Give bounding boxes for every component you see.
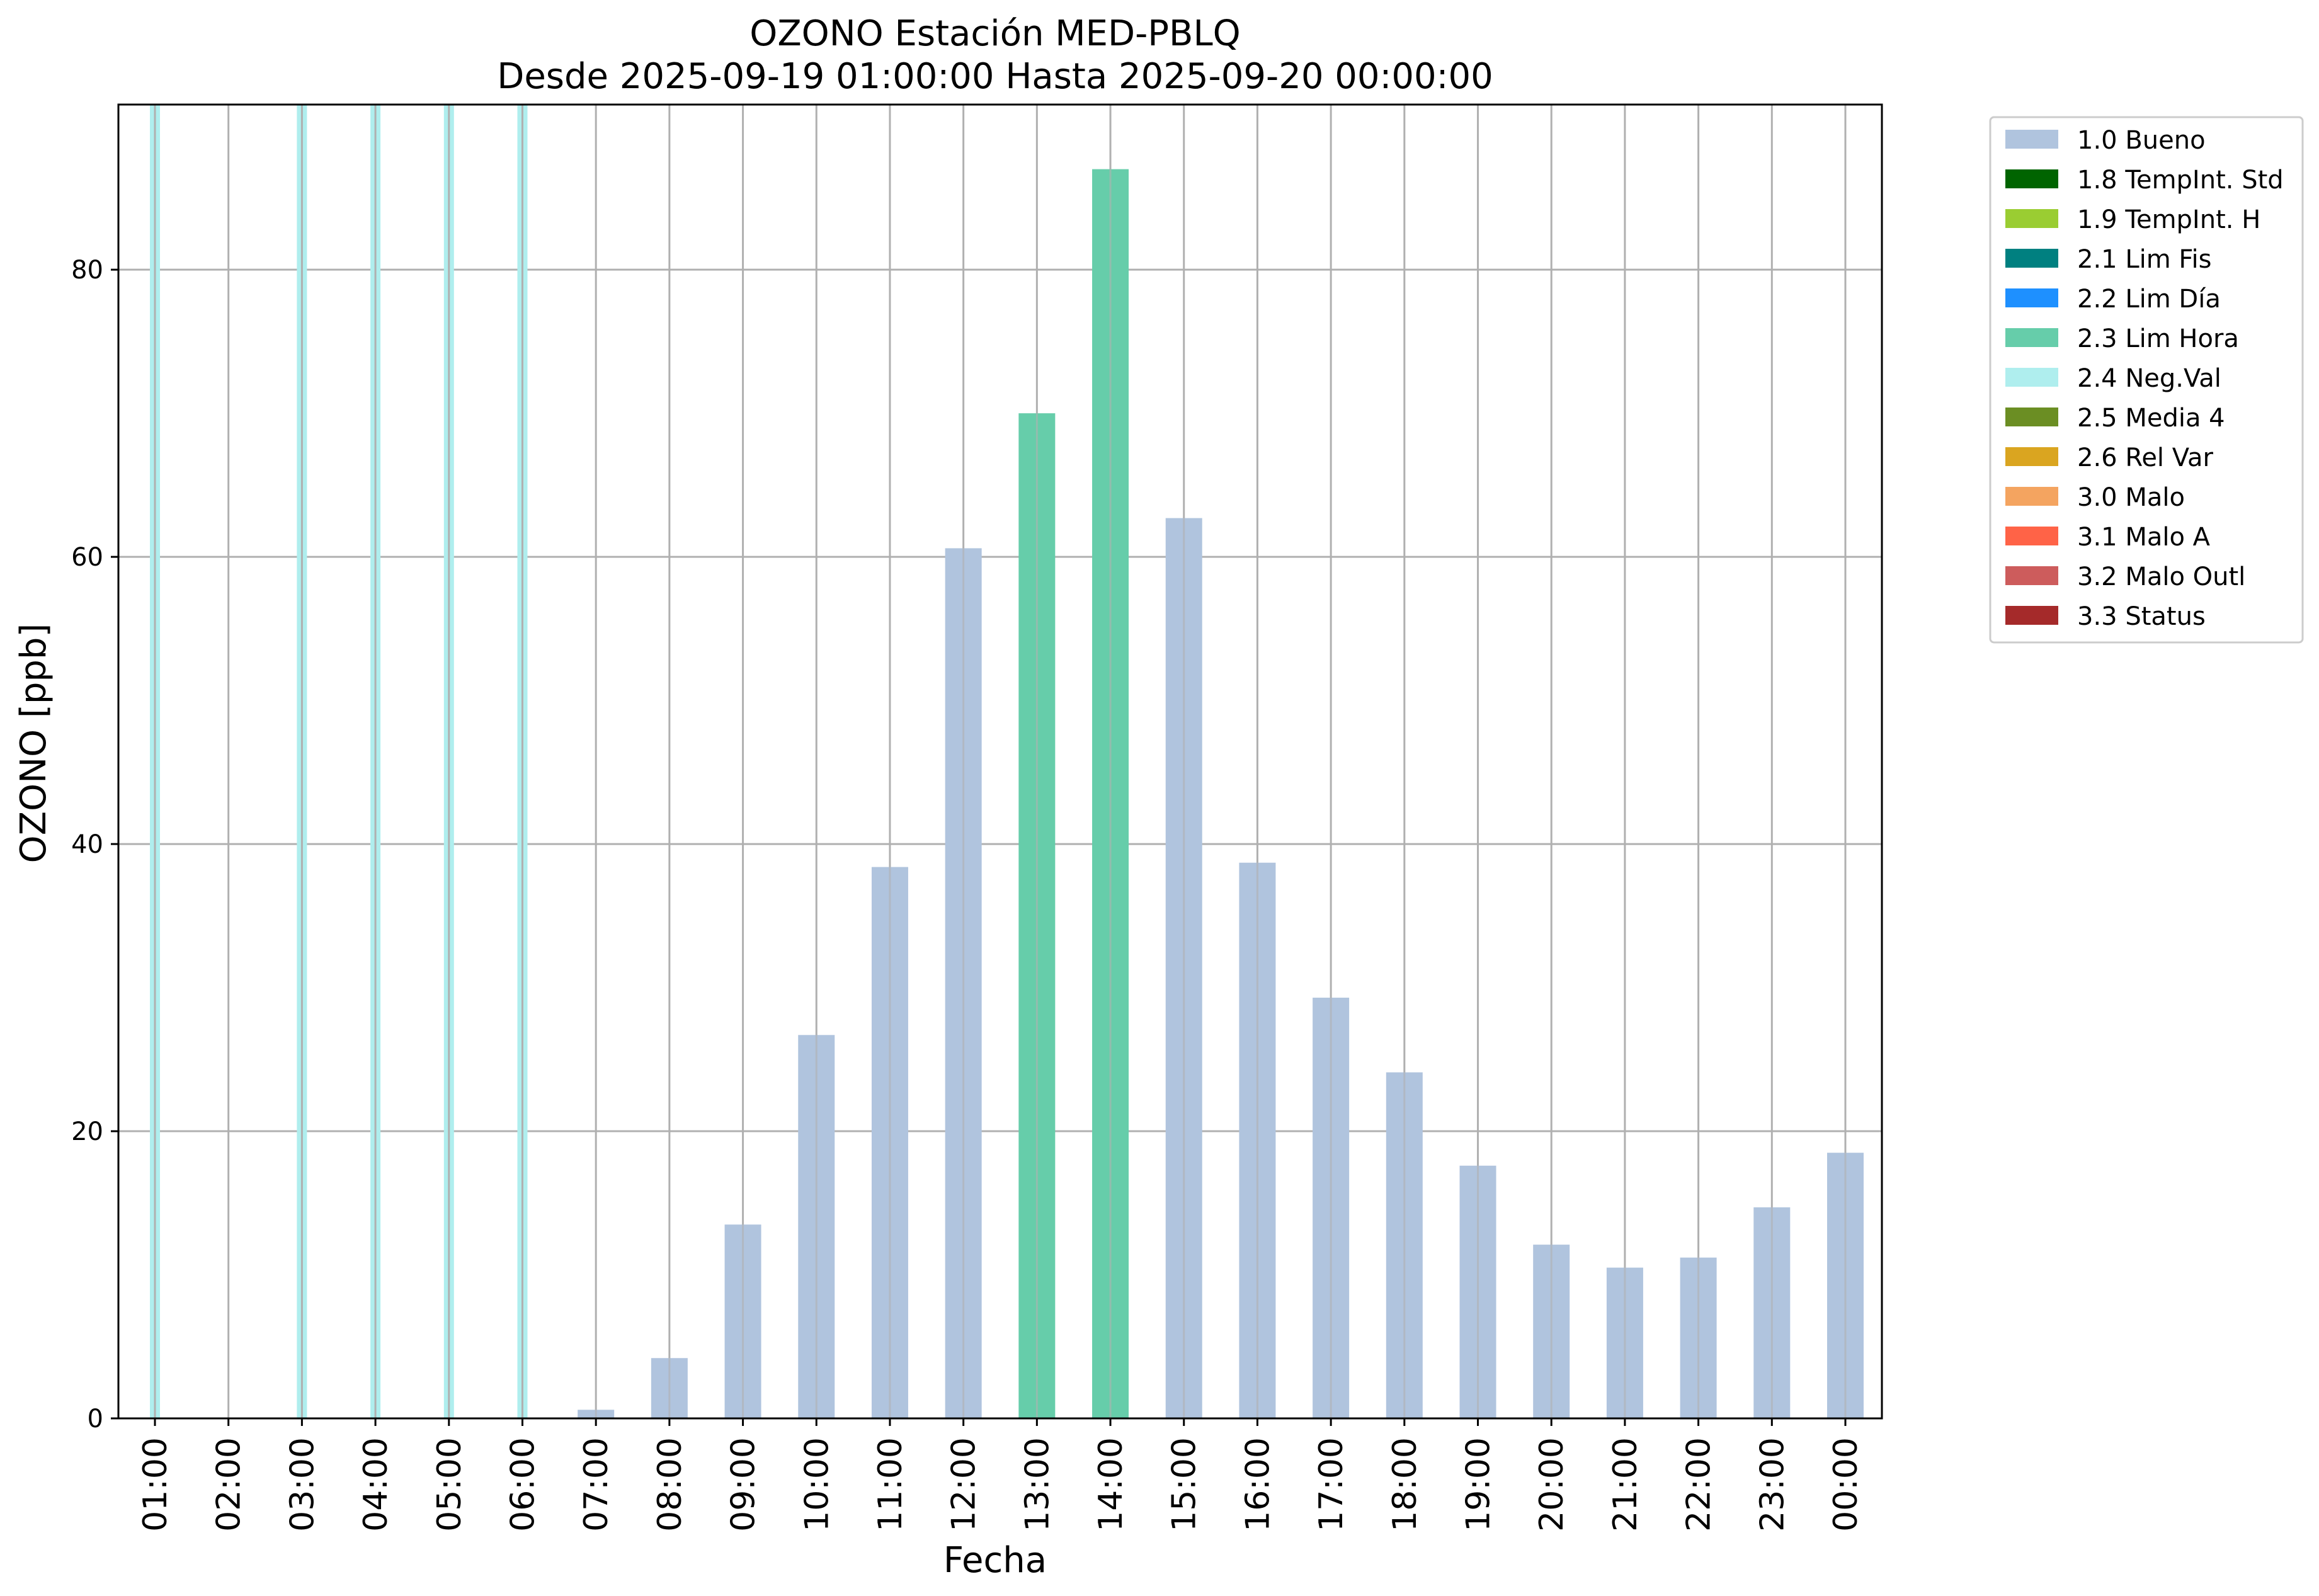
legend-items: 1.0 Bueno 1.8 TempInt. Std 1.9 TempInt. H 2… <box>2005 126 2284 631</box>
legend-swatch <box>2005 169 2058 188</box>
legend-swatch <box>2005 566 2058 585</box>
legend-swatch <box>2005 447 2058 466</box>
y-tick-label: 20 <box>71 1117 103 1146</box>
x-tick-label: 03:00 <box>283 1437 321 1532</box>
x-tick-label: 19:00 <box>1460 1437 1498 1532</box>
x-tick-label: 11:00 <box>872 1437 909 1532</box>
legend-label: 1.0 Bueno <box>2077 126 2206 155</box>
x-tick-label: 17:00 <box>1313 1437 1350 1532</box>
grid-lines <box>118 105 1882 1420</box>
x-tick-label: 13:00 <box>1018 1437 1056 1532</box>
legend-label: 2.3 Lim Hora <box>2077 324 2239 353</box>
x-axis-ticks: 01:00 02:00 03:00 04:00 05:00 06:00 07:00 08:00… <box>137 1418 1865 1532</box>
x-tick-label: 01:00 <box>137 1437 174 1532</box>
legend-swatch <box>2005 130 2058 149</box>
legend-label: 1.9 TempInt. H <box>2077 205 2260 234</box>
x-axis-label: Fecha <box>943 1540 1047 1581</box>
x-tick-label: 16:00 <box>1239 1437 1277 1532</box>
legend-label: 3.0 Malo <box>2077 483 2185 512</box>
chart-title: OZONO Estación MED-PBLQ <box>749 13 1241 54</box>
legend-label: 2.6 Rel Var <box>2077 443 2214 472</box>
legend-label: 2.5 Media 4 <box>2077 404 2225 433</box>
x-tick-label: 02:00 <box>210 1437 248 1532</box>
plot-frame <box>117 103 1883 1420</box>
y-tick-label: 40 <box>71 830 103 859</box>
y-tick-label: 60 <box>71 543 103 572</box>
legend-swatch <box>2005 527 2058 545</box>
legend-swatch <box>2005 368 2058 387</box>
legend-swatch <box>2005 328 2058 347</box>
legend-label: 2.1 Lim Fis <box>2077 245 2211 274</box>
legend-swatch <box>2005 487 2058 506</box>
y-axis-label: OZONO [ppb] <box>13 624 54 864</box>
x-tick-label: 12:00 <box>945 1437 983 1532</box>
x-tick-label: 07:00 <box>578 1437 615 1532</box>
x-tick-label: 00:00 <box>1827 1437 1865 1532</box>
legend: 1.0 Bueno 1.8 TempInt. Std 1.9 TempInt. H 2… <box>1989 116 2304 644</box>
legend-swatch <box>2005 209 2058 228</box>
legend-label: 3.2 Malo Outl <box>2077 562 2245 591</box>
legend-label: 1.8 TempInt. Std <box>2077 166 2284 195</box>
y-tick-label: 80 <box>71 256 103 285</box>
legend-swatch <box>2005 249 2058 268</box>
x-tick-label: 10:00 <box>798 1437 836 1532</box>
x-tick-label: 23:00 <box>1753 1437 1791 1532</box>
x-tick-label: 08:00 <box>651 1437 689 1532</box>
legend-label: 3.3 Status <box>2077 602 2206 631</box>
chart-subtitle: Desde 2025-09-19 01:00:00 Hasta 2025-09-… <box>497 56 1493 97</box>
legend-swatch <box>2005 408 2058 426</box>
x-tick-label: 15:00 <box>1166 1437 1204 1532</box>
x-tick-label: 22:00 <box>1680 1437 1718 1532</box>
bars <box>150 105 1864 1419</box>
y-tick-label: 0 <box>88 1405 103 1434</box>
legend-label: 2.4 Neg.Val <box>2077 364 2221 393</box>
x-tick-label: 20:00 <box>1533 1437 1571 1532</box>
x-tick-label: 09:00 <box>725 1437 763 1532</box>
x-tick-label: 06:00 <box>504 1437 542 1532</box>
legend-label: 3.1 Malo A <box>2077 523 2211 552</box>
legend-box <box>1989 116 2304 644</box>
y-axis-ticks: 0 20 40 60 80 <box>71 256 118 1434</box>
x-tick-label: 04:00 <box>357 1437 395 1532</box>
x-tick-label: 21:00 <box>1607 1437 1644 1532</box>
legend-swatch <box>2005 606 2058 625</box>
x-tick-label: 14:00 <box>1092 1437 1130 1532</box>
legend-label: 2.2 Lim Día <box>2077 285 2221 314</box>
x-tick-label: 05:00 <box>431 1437 469 1532</box>
x-tick-label: 18:00 <box>1386 1437 1424 1532</box>
legend-swatch <box>2005 288 2058 307</box>
